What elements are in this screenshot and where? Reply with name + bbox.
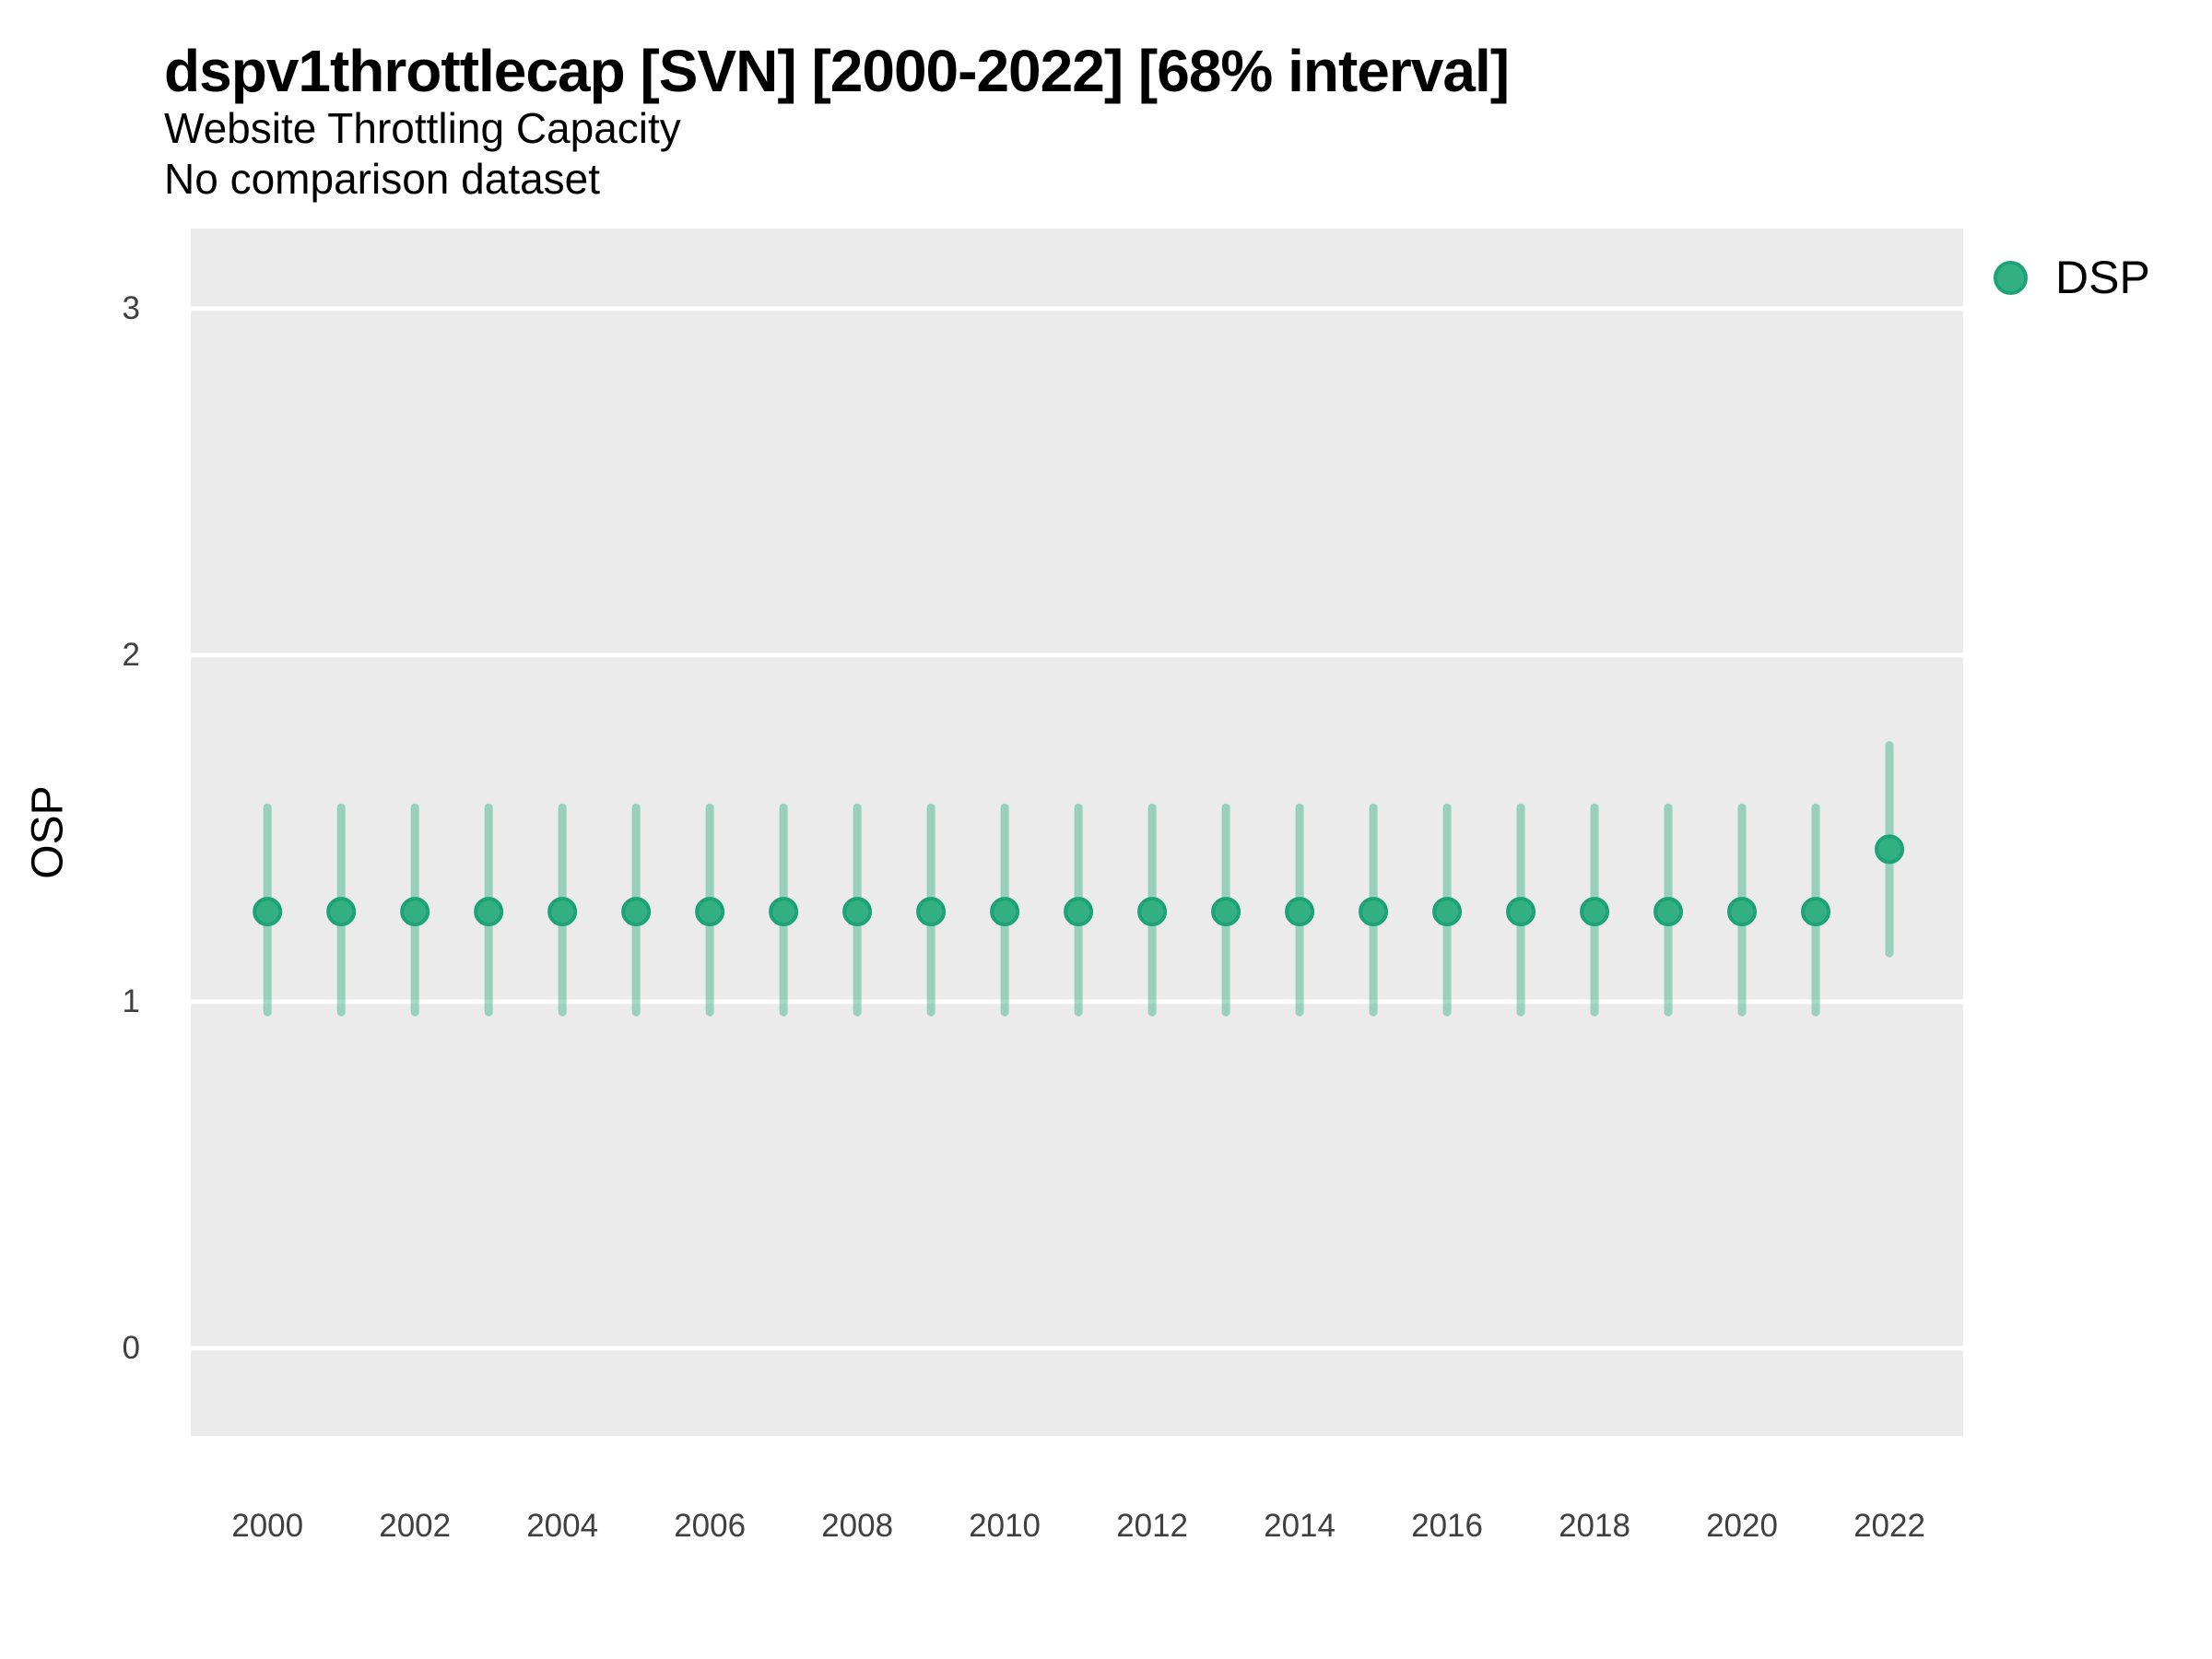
x-tick-2004: 2004: [526, 1508, 599, 1544]
chart-subtitle: Website Throttling Capacity: [164, 104, 681, 152]
data-point-2013: [1211, 897, 1241, 927]
x-tick-2020: 2020: [1706, 1508, 1778, 1544]
y-tick-2: 2: [122, 636, 140, 673]
legend: DSP: [1994, 253, 2150, 301]
data-point-2009: [916, 897, 947, 927]
x-tick-2016: 2016: [1411, 1508, 1483, 1544]
data-point-2000: [253, 897, 283, 927]
data-point-2007: [769, 897, 799, 927]
x-tick-2006: 2006: [674, 1508, 747, 1544]
data-point-2011: [1064, 897, 1094, 927]
data-point-2019: [1653, 897, 1684, 927]
data-point-2017: [1506, 897, 1536, 927]
y-axis-title: OSP: [23, 785, 73, 879]
x-tick-2010: 2010: [969, 1508, 1041, 1544]
data-point-2021: [1801, 897, 1831, 927]
data-point-2016: [1432, 897, 1463, 927]
legend-label: DSP: [2055, 252, 2150, 303]
y-tick-3: 3: [122, 289, 140, 326]
x-tick-2002: 2002: [379, 1508, 452, 1544]
chart-title: dspv1throttlecap [SVN] [2000-2022] [68% …: [164, 38, 1510, 104]
data-point-2002: [400, 897, 430, 927]
data-point-2022: [1875, 834, 1905, 865]
legend-point-icon: [1994, 260, 2028, 295]
data-point-2012: [1137, 897, 1168, 927]
data-point-2005: [621, 897, 652, 927]
data-point-2014: [1285, 897, 1315, 927]
x-tick-2014: 2014: [1264, 1508, 1335, 1544]
y-tick-1: 1: [122, 982, 140, 1019]
data-point-2006: [695, 897, 725, 927]
data-point-2015: [1359, 897, 1389, 927]
y-tick-0: 0: [122, 1329, 140, 1366]
x-tick-2000: 2000: [231, 1508, 304, 1544]
data-point-2018: [1580, 897, 1610, 927]
plot-area-svg: [191, 306, 1963, 1351]
chart-annotation: No comparison dataset: [164, 155, 601, 203]
data-point-2003: [474, 897, 504, 927]
data-point-2008: [842, 897, 873, 927]
data-point-2010: [990, 897, 1020, 927]
x-tick-2018: 2018: [1559, 1508, 1630, 1544]
data-point-2020: [1727, 897, 1758, 927]
data-point-2004: [547, 897, 578, 927]
data-point-2001: [326, 897, 357, 927]
x-tick-2012: 2012: [1116, 1508, 1189, 1544]
x-tick-2022: 2022: [1853, 1508, 1925, 1544]
x-tick-2008: 2008: [821, 1508, 894, 1544]
plot-panel: [191, 229, 1963, 1436]
